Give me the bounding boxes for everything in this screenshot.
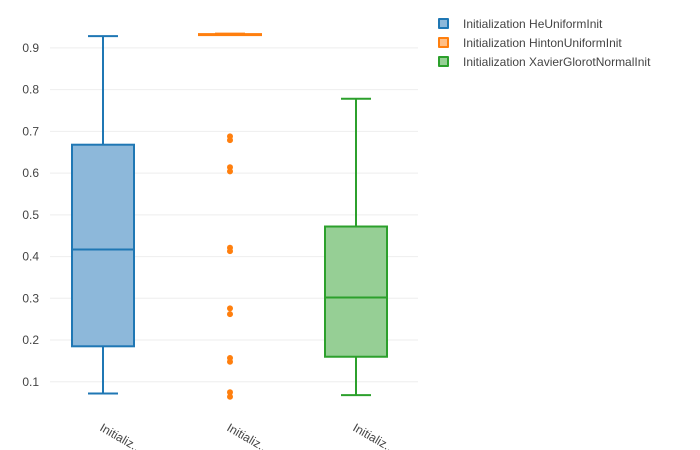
box-series[interactable] — [324, 97, 388, 397]
outlier-point[interactable] — [227, 164, 233, 171]
outlier-point[interactable] — [227, 248, 233, 255]
y-tick-label: 0.9 — [22, 41, 39, 55]
y-tick-label: 0.1 — [22, 375, 39, 389]
box-series[interactable] — [71, 35, 135, 395]
box-plot-area — [71, 32, 388, 400]
box-iqr[interactable] — [71, 143, 135, 348]
y-tick-label: 0.7 — [22, 124, 39, 138]
y-tick-label: 0.6 — [22, 166, 39, 180]
y-tick-label: 0.3 — [22, 291, 39, 305]
legend-label: Initialization HeUniformInit — [463, 16, 603, 31]
y-tick-label: 0.2 — [22, 333, 39, 347]
legend: Initialization HeUniformInit Initializati… — [438, 14, 650, 71]
outlier-point[interactable] — [227, 389, 233, 396]
legend-swatch — [438, 56, 449, 67]
x-tick-label: Initializ... — [98, 420, 145, 450]
legend-item[interactable]: Initialization XavierGlorotNormalInit — [438, 52, 650, 71]
outlier-point[interactable] — [227, 137, 233, 144]
legend-swatch — [438, 37, 449, 48]
y-axis-ticks: 0.1 0.2 0.3 0.4 0.5 0.6 0.7 0.8 0.9 — [22, 41, 39, 389]
x-tick-label: Initializ... — [351, 420, 398, 450]
outlier-point[interactable] — [227, 305, 233, 312]
outlier-point[interactable] — [227, 358, 233, 365]
x-tick-label: Initializ... — [225, 420, 272, 450]
outlier-point[interactable] — [227, 311, 233, 318]
x-axis-ticks: Initializ... Initializ... Initializ... — [98, 420, 398, 450]
box-series[interactable] — [198, 32, 262, 400]
y-tick-label: 0.8 — [22, 83, 39, 97]
outlier-point[interactable] — [227, 393, 233, 400]
y-tick-label: 0.4 — [22, 250, 39, 264]
legend-label: Initialization XavierGlorotNormalInit — [463, 54, 651, 69]
y-tick-label: 0.5 — [22, 208, 39, 222]
legend-item[interactable]: Initialization HintonUniformInit — [438, 33, 650, 52]
box-iqr[interactable] — [324, 225, 388, 358]
legend-swatch — [438, 18, 449, 29]
legend-label: Initialization HintonUniformInit — [463, 35, 622, 50]
legend-item[interactable]: Initialization HeUniformInit — [438, 14, 650, 33]
outlier-point[interactable] — [227, 168, 233, 175]
